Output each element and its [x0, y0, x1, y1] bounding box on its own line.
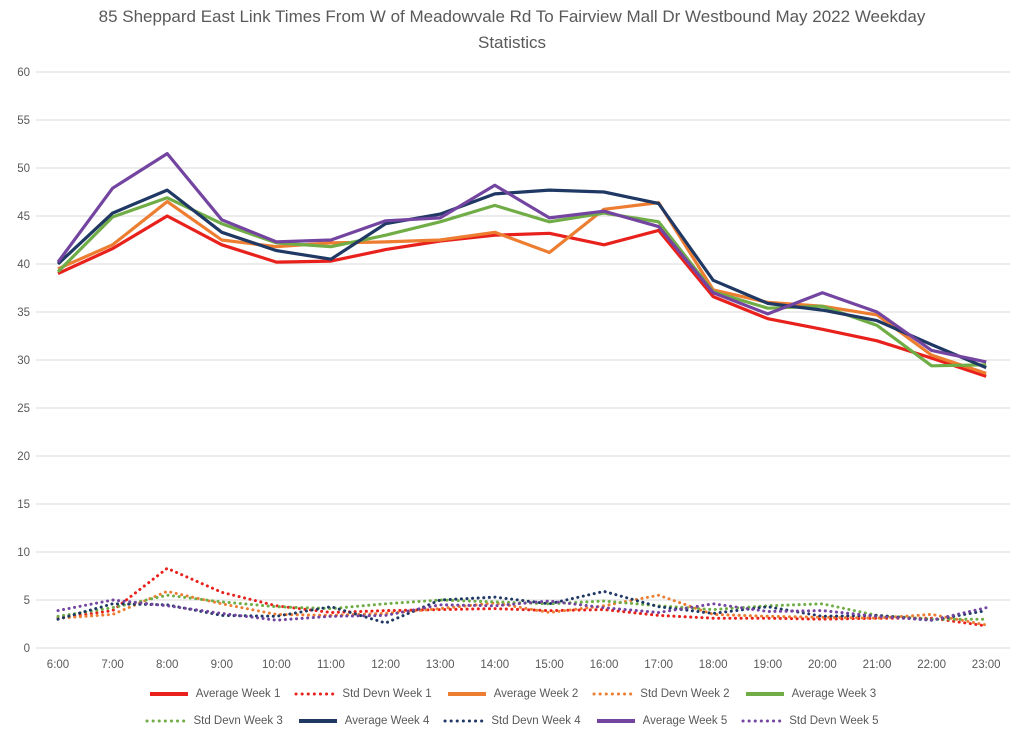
x-axis-tick-12-00: 12:00	[371, 659, 400, 671]
legend-label-average-week-3: Average Week 3	[791, 688, 877, 700]
legend-label-average-week-5: Average Week 5	[642, 715, 728, 727]
chart-legend-row-1: Average Week 1 Std Devn Week 1 Average Wee…	[0, 688, 1024, 700]
y-axis-tick-5: 5	[24, 595, 30, 607]
x-axis-tick-23-00: 23:00	[972, 659, 1001, 671]
solid-line-swatch-icon	[297, 718, 339, 724]
legend-label-std-devn-week-3: Std Devn Week 3	[193, 715, 283, 727]
x-axis-tick-13-00: 13:00	[426, 659, 455, 671]
y-axis-tick-40: 40	[17, 259, 30, 271]
x-axis-tick-20-00: 20:00	[808, 659, 837, 671]
y-axis-tick-25: 25	[17, 403, 30, 415]
x-axis-tick-19-00: 19:00	[753, 659, 782, 671]
x-axis-tick-9-00: 9:00	[211, 659, 233, 671]
dotted-line-swatch-icon	[294, 691, 336, 697]
y-axis-tick-10: 10	[17, 547, 30, 559]
solid-line-swatch-icon	[446, 691, 488, 697]
x-axis-tick-21-00: 21:00	[863, 659, 892, 671]
dotted-line-swatch-icon	[145, 718, 187, 724]
x-axis-tick-14-00: 14:00	[480, 659, 509, 671]
y-axis-tick-45: 45	[17, 211, 30, 223]
x-axis-tick-11-00: 11:00	[317, 659, 345, 671]
series-line-std-devn-week-5	[56, 598, 988, 622]
legend-label-std-devn-week-2: Std Devn Week 2	[640, 688, 730, 700]
solid-line-swatch-icon	[595, 718, 637, 724]
series-line-std-devn-week-1	[56, 566, 988, 628]
x-axis-tick-10-00: 10:00	[262, 659, 291, 671]
legend-item-average-week-5: Average Week 5	[595, 715, 728, 727]
y-axis-tick-50: 50	[17, 163, 30, 175]
line-chart-plot-area: 0 5 10 15 20 25 30 35 40 45 50 55 60 6:00 7:00 8:00 9:00…	[17, 67, 1010, 671]
x-axis-tick-22-00: 22:00	[917, 659, 946, 671]
legend-item-average-week-3: Average Week 3	[744, 688, 877, 700]
chart-legend-row-2: Std Devn Week 3 Average Week 4 Std Devn We…	[0, 715, 1024, 727]
legend-item-std-devn-week-4: Std Devn Week 4	[443, 715, 581, 727]
dotted-line-swatch-icon	[592, 691, 634, 697]
x-axis-tick-18-00: 18:00	[699, 659, 728, 671]
series-line-average-week-5	[56, 152, 987, 364]
x-axis-tick-6-00: 6:00	[47, 659, 69, 671]
series-line-average-week-3	[56, 196, 987, 368]
series-line-std-devn-week-3	[56, 593, 988, 621]
x-axis-tick-7-00: 7:00	[101, 659, 123, 671]
legend-item-average-week-4: Average Week 4	[297, 715, 430, 727]
x-axis-tick-15-00: 15:00	[535, 659, 564, 671]
legend-label-std-devn-week-1: Std Devn Week 1	[342, 688, 432, 700]
legend-item-std-devn-week-2: Std Devn Week 2	[592, 688, 730, 700]
y-axis-tick-15: 15	[17, 499, 30, 511]
legend-item-average-week-2: Average Week 2	[446, 688, 579, 700]
series-line-average-week-1	[57, 214, 987, 378]
dotted-line-swatch-icon	[741, 718, 783, 724]
legend-item-std-devn-week-5: Std Devn Week 5	[741, 715, 879, 727]
dotted-line-swatch-icon	[443, 718, 485, 724]
y-axis-tick-55: 55	[17, 115, 30, 127]
y-axis-tick-20: 20	[17, 451, 30, 463]
y-axis-tick-0: 0	[24, 643, 30, 655]
legend-item-average-week-1: Average Week 1	[148, 688, 281, 700]
x-axis-tick-17-00: 17:00	[644, 659, 673, 671]
legend-item-std-devn-week-1: Std Devn Week 1	[294, 688, 432, 700]
legend-label-std-devn-week-5: Std Devn Week 5	[789, 715, 879, 727]
x-axis-tick-16-00: 16:00	[590, 659, 619, 671]
legend-label-std-devn-week-4: Std Devn Week 4	[491, 715, 581, 727]
solid-line-swatch-icon	[148, 691, 190, 697]
legend-item-std-devn-week-3: Std Devn Week 3	[145, 715, 283, 727]
y-axis-tick-60: 60	[17, 67, 30, 79]
legend-label-average-week-2: Average Week 2	[493, 688, 579, 700]
solid-line-swatch-icon	[744, 691, 786, 697]
series-line-average-week-2	[57, 200, 987, 375]
chart-title: 85 Sheppard East Link Times From W of Me…	[98, 7, 926, 52]
series-line-average-week-4	[56, 188, 987, 370]
y-axis-tick-35: 35	[17, 307, 30, 319]
x-axis-tick-8-00: 8:00	[156, 659, 178, 671]
legend-label-average-week-4: Average Week 4	[344, 715, 430, 727]
legend-label-average-week-1: Average Week 1	[195, 688, 281, 700]
y-axis-tick-30: 30	[17, 355, 30, 367]
